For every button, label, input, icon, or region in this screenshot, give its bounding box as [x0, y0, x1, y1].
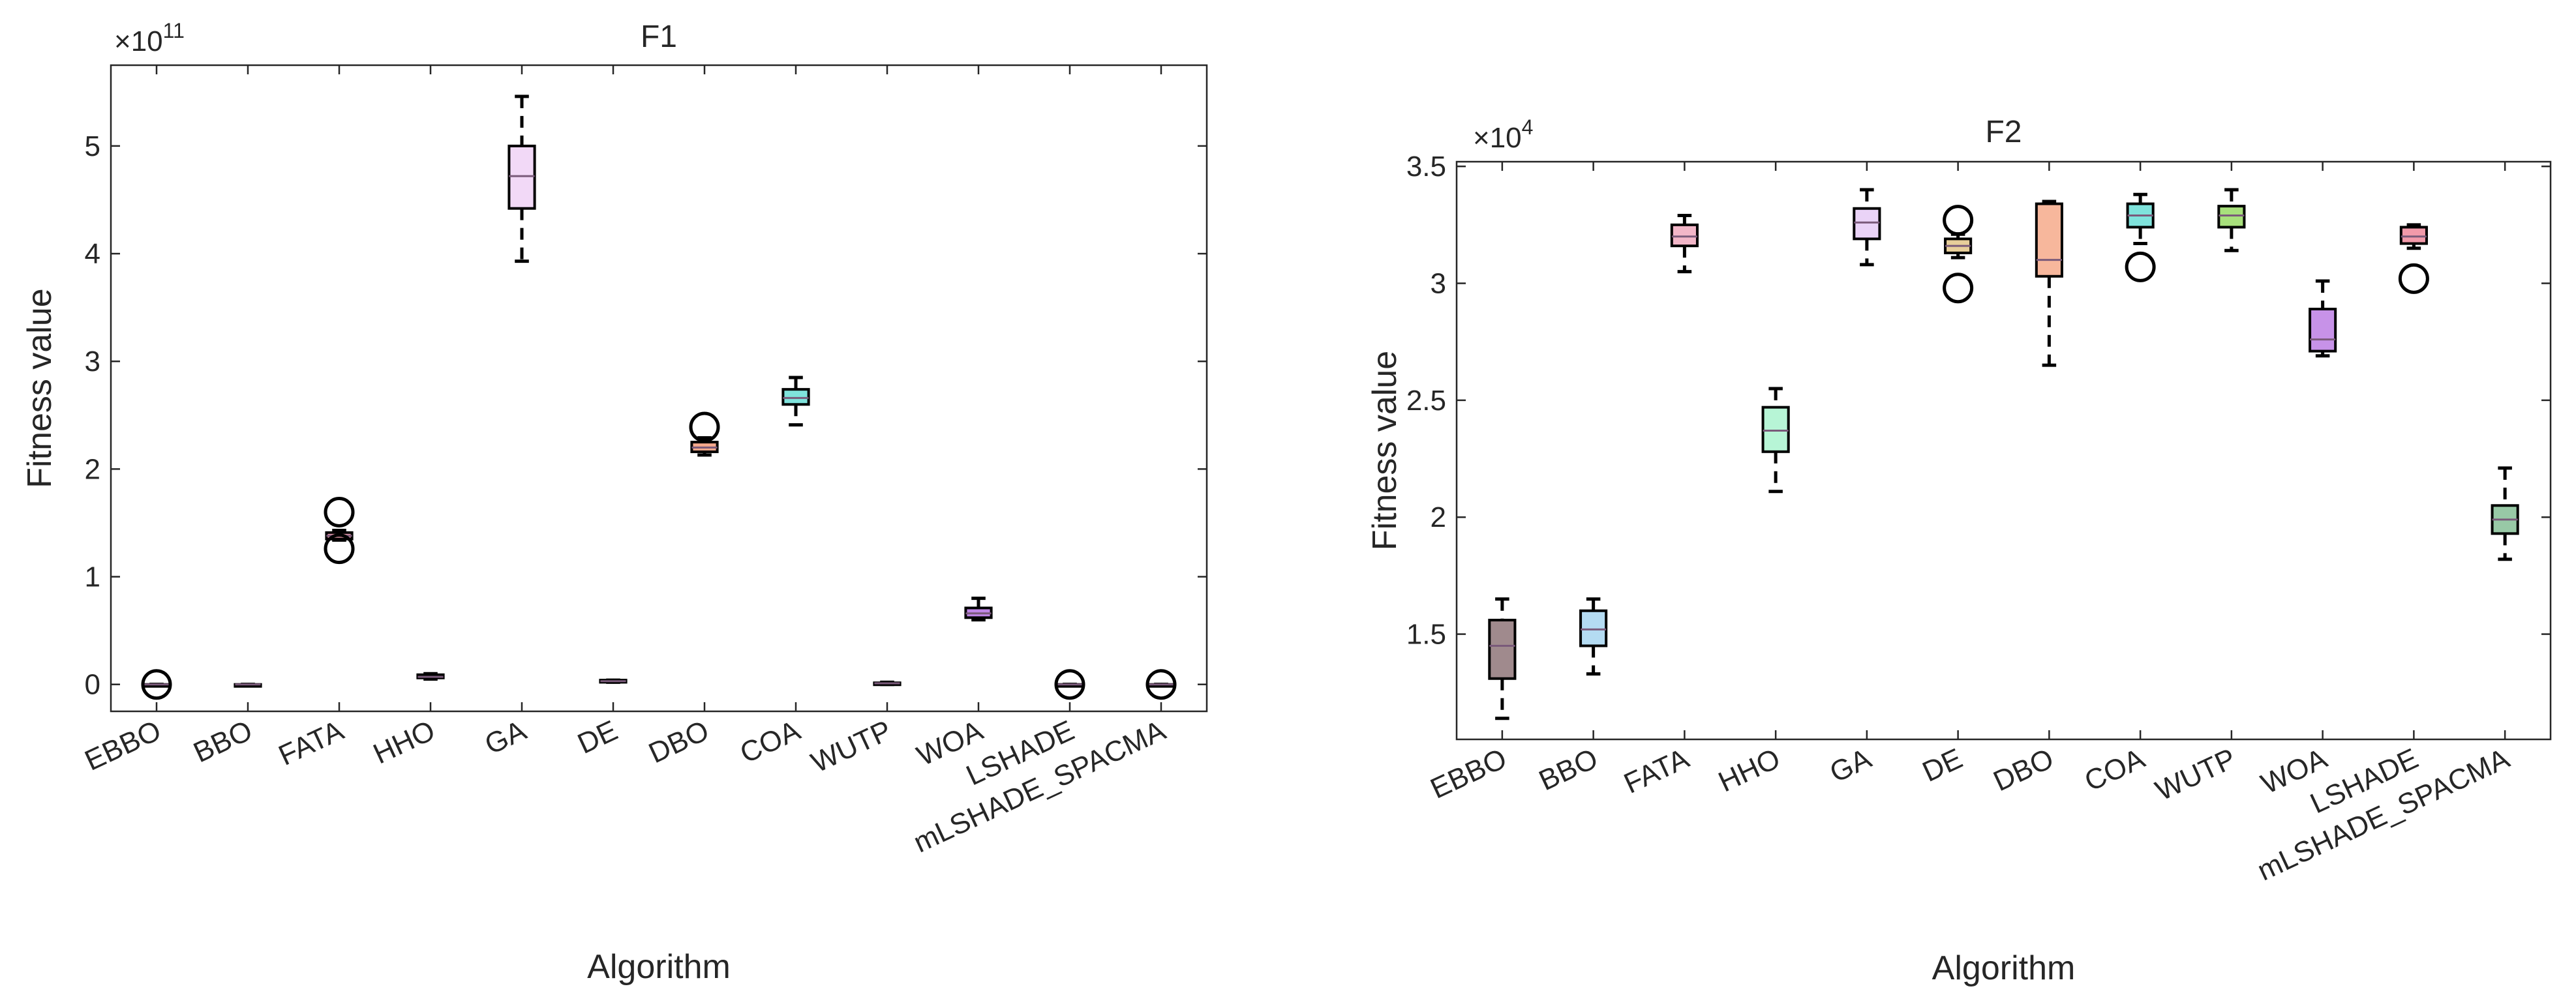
outlier-point	[1943, 273, 1974, 304]
iqr-box	[781, 388, 810, 406]
y-axis-label: Fitness value	[1366, 351, 1404, 550]
y-tick-label: 0	[85, 669, 100, 701]
box-mLSHADE_SPACMA	[2491, 466, 2519, 561]
y-tick-label: 3	[1431, 268, 1446, 300]
box-COA	[781, 376, 810, 427]
plot-area	[110, 64, 1208, 713]
x-tick-label: COA	[2080, 742, 2150, 797]
chart-title: F2	[1985, 115, 2022, 149]
x-tick-label: GA	[1825, 742, 1877, 789]
y-tick-label: 2	[85, 453, 100, 485]
x-tick-label: COA	[735, 714, 806, 769]
chart-title: F1	[641, 20, 677, 54]
y-exponent-power: 11	[163, 19, 185, 42]
box-mLSHADE_SPACMA	[1145, 669, 1177, 700]
box-DBO	[2035, 200, 2063, 367]
y-tick-label: 1.5	[1406, 619, 1446, 651]
box-FATA	[1670, 214, 1699, 274]
box-LSHADE	[2398, 223, 2429, 294]
x-tick-label: FATA	[1619, 742, 1694, 799]
iqr-box	[1488, 619, 1517, 680]
iqr-box	[1670, 223, 1699, 248]
x-tick-label: DE	[1918, 743, 1967, 788]
box-LSHADE	[1054, 669, 1085, 700]
x-tick-label: FATA	[274, 714, 349, 771]
y-exponent-power: 4	[1522, 115, 1534, 139]
x-tick-label: DBO	[644, 715, 714, 770]
x-tick-label: DE	[573, 715, 622, 760]
box-COA	[2125, 192, 2156, 282]
iqr-box	[2309, 307, 2337, 353]
x-tick-label: GA	[480, 714, 532, 761]
x-tick-label: BBO	[1534, 743, 1603, 797]
y-tick-label: 3.5	[1406, 151, 1446, 183]
x-tick-label: WUTP	[2151, 743, 2241, 807]
box-HHO	[416, 672, 445, 681]
box-WUTP	[873, 680, 902, 687]
outlier-point	[141, 669, 172, 700]
y-tick-label: 5	[85, 130, 100, 162]
x-tick-label: DBO	[1988, 743, 2058, 798]
iqr-box	[2399, 226, 2428, 245]
box-EBBO	[1488, 597, 1517, 720]
x-tick-label: BBO	[189, 715, 257, 769]
box-GA	[1853, 188, 1881, 267]
box-EBBO	[141, 669, 172, 700]
outlier-point	[1145, 669, 1177, 700]
y-tick-label: 3	[85, 346, 100, 378]
box-GA	[508, 95, 536, 263]
outlier-point	[324, 533, 355, 565]
y-tick-label: 1	[85, 561, 100, 593]
x-axis-label: Algorithm	[1932, 949, 2076, 987]
box-WOA	[964, 597, 993, 622]
outlier-point	[689, 411, 720, 443]
box-HHO	[1761, 387, 1790, 494]
outlier-point	[324, 496, 355, 527]
outlier-point	[1943, 205, 1974, 236]
x-tick-label: HHO	[369, 715, 440, 771]
x-tick-label: WUTP	[806, 715, 896, 779]
iqr-box	[508, 144, 536, 210]
x-tick-label: EBBO	[1426, 743, 1512, 805]
x-axis-label: Algorithm	[587, 948, 731, 986]
x-tick-label: HHO	[1714, 743, 1785, 799]
y-axis-label: Fitness value	[21, 288, 59, 488]
y-tick-label: 2.5	[1406, 385, 1446, 417]
box-DE	[599, 678, 628, 684]
box-WUTP	[2217, 188, 2246, 252]
plot-area	[1455, 160, 2552, 741]
box-WOA	[2309, 279, 2337, 358]
iqr-box	[1853, 207, 1881, 241]
outlier-point	[2398, 263, 2429, 294]
y-exponent: ×104	[1473, 115, 1533, 154]
iqr-box	[1579, 609, 1608, 647]
y-tick-label: 4	[85, 238, 100, 270]
box-BBO	[234, 683, 262, 688]
iqr-box	[2035, 202, 2063, 278]
outlier-point	[2125, 251, 2156, 282]
iqr-box	[2217, 205, 2246, 229]
iqr-box	[1761, 406, 1790, 453]
outlier-point	[1054, 669, 1085, 700]
y-tick-label: 2	[1431, 501, 1446, 533]
x-tick-label: EBBO	[80, 715, 166, 777]
box-DBO	[689, 411, 720, 457]
box-BBO	[1579, 597, 1608, 676]
y-exponent: ×1011	[114, 19, 185, 57]
box-DE	[1943, 205, 1974, 304]
box-FATA	[324, 496, 355, 565]
